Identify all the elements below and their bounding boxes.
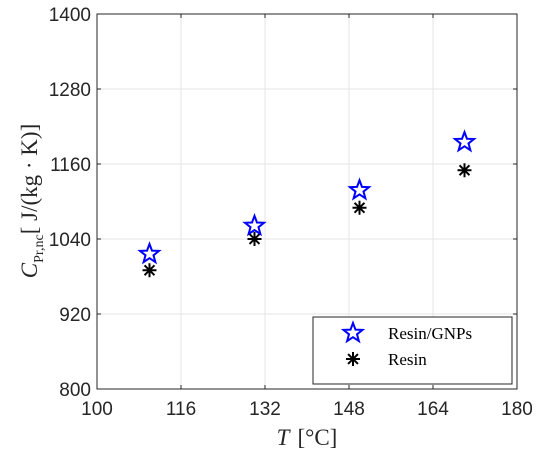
x-tick-label: 100 — [81, 399, 113, 420]
data-points — [137, 129, 477, 278]
x-axis-unit: [°C] — [297, 425, 337, 450]
x-tick-label: 116 — [166, 399, 196, 420]
legend-label-resin: Resin — [388, 350, 427, 369]
y-axis-unit: [ J/(kg · K)] — [17, 124, 42, 235]
y-tick-label: 1040 — [49, 230, 91, 251]
x-axis-var: T — [277, 425, 292, 450]
y-tick-label: 920 — [59, 305, 91, 326]
x-tick-label: 164 — [417, 399, 449, 420]
data-point-resin-gnps — [137, 241, 162, 265]
data-point-resin — [247, 232, 262, 246]
data-point-resin — [352, 200, 367, 215]
axis-ticks: 100 116 132 148 164 180 800 920 1040 1160 1280 1400 — [49, 5, 533, 420]
y-axis-sub: Pr,nc — [32, 234, 47, 263]
y-tick-label: 1160 — [50, 155, 91, 176]
x-axis-title: T [°C] — [277, 425, 338, 450]
y-tick-label: 800 — [59, 380, 91, 401]
x-tick-label: 148 — [333, 399, 365, 420]
x-tick-label: 132 — [249, 399, 281, 420]
data-point-resin-gnps — [242, 213, 267, 237]
legend-box — [312, 316, 513, 385]
y-tick-label: 1400 — [49, 5, 91, 26]
y-axis-var: C — [17, 262, 42, 278]
legend-label-resin-gnps: Resin/GNPs — [388, 324, 472, 343]
x-tick-label: 180 — [501, 399, 533, 420]
y-axis-title: CPr,nc[ J/(kg · K)] — [17, 124, 47, 278]
plot-frame — [96, 13, 518, 390]
data-point-resin-gnps — [452, 129, 477, 153]
legend: Resin/GNPs Resin — [312, 316, 513, 385]
legend-marker-star — [340, 320, 366, 344]
data-point-resin — [142, 263, 157, 278]
grid-lines — [96, 13, 518, 390]
legend-marker-asterisk — [346, 352, 360, 366]
legend-markers — [340, 320, 366, 366]
y-tick-label: 1280 — [49, 80, 91, 101]
data-point-resin — [457, 163, 472, 178]
data-point-resin-gnps — [347, 177, 372, 201]
